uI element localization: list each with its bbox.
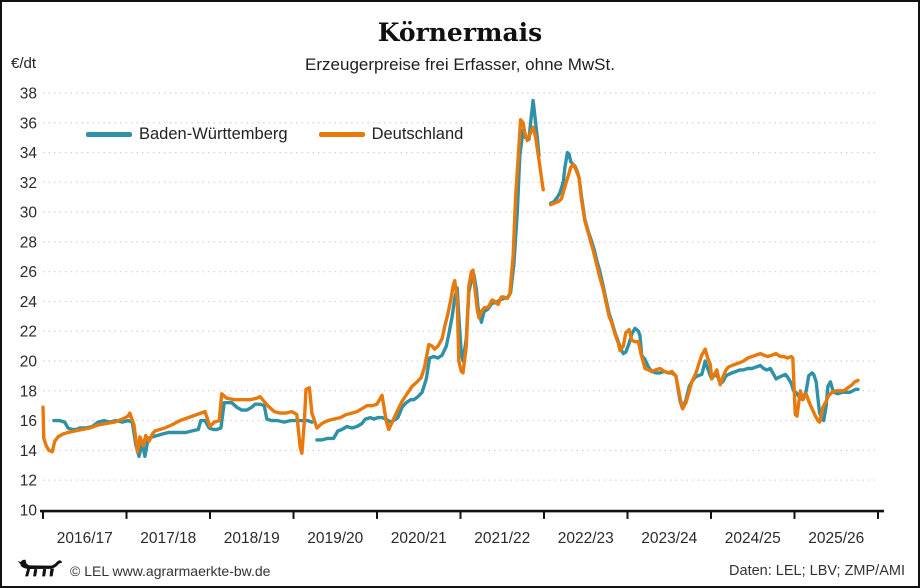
y-tick-label: 28 <box>20 234 37 251</box>
series-line-baden-w-rttemberg <box>549 150 860 423</box>
y-tick-label: 10 <box>20 502 38 519</box>
series-line-baden-w-rttemberg <box>52 401 314 458</box>
series-line-deutschland <box>549 162 860 424</box>
y-tick-label: 22 <box>20 324 37 341</box>
x-tick-label: 2017/18 <box>140 530 196 547</box>
gridlines <box>43 92 878 481</box>
footer-data-source: Daten: LEL; LBV; ZMP/AMI <box>729 563 905 579</box>
y-tick-label: 34 <box>20 145 38 162</box>
y-tick-label: 18 <box>20 383 37 400</box>
footer-copyright: © LEL www.agrarmaerkte-bw.de <box>70 563 271 579</box>
chart-subtitle: Erzeugerpreise frei Erfasser, ohne MwSt. <box>305 55 615 74</box>
legend: Baden-Württemberg Deutschland <box>86 125 494 144</box>
x-axis-tick-labels: 2016/17 2017/18 2018/19 2019/20 2020/21 2021/… <box>57 530 865 547</box>
x-tick-label: 2019/20 <box>307 530 363 547</box>
y-axis-tick-labels: 10 12 14 16 18 20 22 24 26 28 30 32 34 36 38 <box>20 86 38 520</box>
x-tick-label: 2023/24 <box>641 530 697 547</box>
y-tick-label: 16 <box>20 413 37 430</box>
legend-label-baden-wuerttemberg: Baden-Württemberg <box>139 125 288 143</box>
chart-title: Körnermais <box>377 18 543 47</box>
y-axis-unit-label: €/dt <box>11 55 37 72</box>
x-tick-label: 2018/19 <box>224 530 280 547</box>
y-tick-label: 12 <box>20 473 37 490</box>
y-tick-label: 20 <box>20 354 38 371</box>
legend-swatch-baden-wuerttemberg-icon <box>86 132 132 137</box>
x-tick-label: 2022/23 <box>558 530 614 547</box>
y-tick-label: 36 <box>20 115 37 132</box>
legend-item-baden-wuerttemberg: Baden-Württemberg <box>86 125 288 144</box>
data-series-lines <box>41 98 860 458</box>
legend-swatch-deutschland-icon <box>318 132 365 137</box>
x-tick-label: 2024/25 <box>725 530 781 547</box>
legend-label-deutschland: Deutschland <box>371 125 464 143</box>
y-tick-label: 24 <box>20 294 38 311</box>
y-tick-label: 38 <box>20 86 37 103</box>
y-tick-label: 30 <box>20 205 38 222</box>
bw-lion-logo-icon <box>17 559 63 577</box>
x-tick-label: 2016/17 <box>57 530 113 547</box>
x-tick-label: 2021/22 <box>474 530 530 547</box>
y-tick-label: 14 <box>20 443 38 460</box>
series-line-deutschland <box>41 118 545 455</box>
legend-item-deutschland: Deutschland <box>318 125 464 144</box>
series-line-baden-w-rttemberg <box>315 98 541 442</box>
x-axis <box>40 509 884 519</box>
y-tick-label: 32 <box>20 175 37 192</box>
x-tick-label: 2025/26 <box>808 530 864 547</box>
x-tick-label: 2020/21 <box>391 530 447 547</box>
y-tick-label: 26 <box>20 264 37 281</box>
